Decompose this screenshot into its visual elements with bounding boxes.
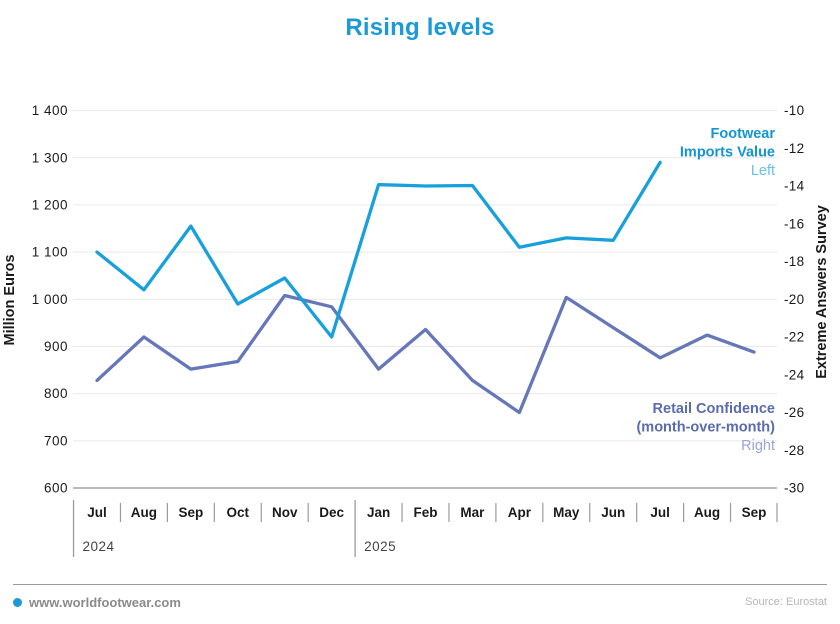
legend-retail-confidence-axis-tag: Right (741, 438, 775, 454)
left-axis-tick-label: 900 (44, 339, 68, 354)
brand-dot-icon (13, 597, 22, 607)
month-label: May (553, 505, 580, 520)
left-axis-tick-label: 1 400 (32, 103, 68, 118)
left-axis-tick-label: 1 000 (32, 292, 68, 307)
left-axis-tick-label: 600 (44, 481, 68, 496)
right-axis-tick-label: -16 (784, 216, 804, 231)
line-chart: 1 400 1 300 1 200 1 100 1 000 900 800 700 600 -10… (2, 103, 830, 557)
year-label: 2025 (364, 539, 396, 554)
left-axis-tick-label: 700 (44, 433, 68, 448)
month-label: Aug (694, 505, 720, 520)
series-line-left (95, 160, 662, 339)
month-label: Jan (367, 505, 390, 520)
page-title: Rising levels (345, 14, 495, 41)
website-link[interactable]: www.worldfootwear.com (29, 594, 181, 610)
right-axis-title: Extreme Answers Survey (814, 205, 830, 379)
month-label: Sep (178, 505, 203, 520)
left-axis-tick-label: 1 300 (32, 150, 68, 165)
brand: www.worldfootwear.com (13, 595, 181, 610)
right-axis-tick-label: -30 (784, 481, 804, 496)
right-axis-tick-label: -14 (784, 179, 805, 194)
right-axis-tick-label: -20 (784, 292, 804, 307)
series-line-right (95, 293, 756, 415)
right-axis-tick-label: -28 (784, 443, 804, 458)
legend-footwear-imports-axis-tag: Left (751, 163, 775, 179)
year-label: 2024 (83, 539, 115, 554)
right-axis-tick-label: -10 (784, 103, 804, 118)
right-axis-tick-label: -22 (784, 330, 804, 345)
right-axis-tick-label: -26 (784, 405, 804, 420)
month-label: Nov (272, 505, 298, 520)
month-label: Oct (227, 505, 250, 520)
right-axis-tick-label: -18 (784, 254, 804, 269)
footer: www.worldfootwear.com Source: Eurostat (13, 584, 827, 619)
month-label: Sep (742, 505, 767, 520)
left-axis-tick-label: 1 200 (32, 197, 68, 212)
right-axis-tick-label: -24 (784, 367, 805, 382)
left-axis-tick-label: 800 (44, 386, 68, 401)
month-label: Jul (650, 505, 670, 520)
legend-footwear-imports-label: Imports Value (680, 145, 775, 161)
legend-retail-confidence-label: Retail Confidence (653, 401, 775, 417)
month-label: Apr (508, 505, 532, 520)
right-axis-tick-label: -12 (784, 141, 804, 156)
left-axis-tick-label: 1 100 (32, 245, 68, 260)
legend-footwear-imports-label: Footwear (711, 126, 776, 142)
legend-retail-confidence-label: (month-over-month) (636, 420, 775, 436)
month-label: Feb (413, 505, 437, 520)
left-axis-title: Million Euros (2, 254, 18, 345)
month-label: Mar (460, 505, 485, 520)
month-label: Aug (131, 505, 157, 520)
month-label: Jun (601, 505, 625, 520)
source-note: Source: Eurostat (745, 596, 827, 608)
month-label: Dec (319, 505, 344, 520)
month-label: Jul (87, 505, 107, 520)
